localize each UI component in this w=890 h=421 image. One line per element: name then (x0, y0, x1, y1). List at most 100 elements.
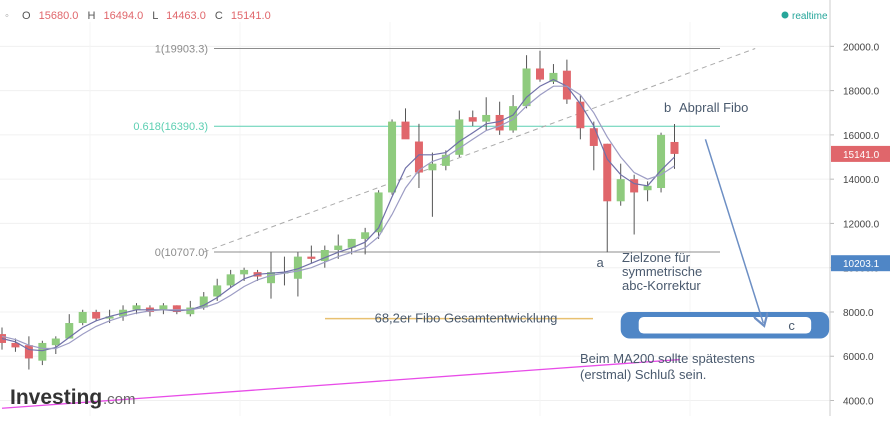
trend-line (203, 48, 756, 253)
candle-up (199, 292, 208, 310)
candle-up (549, 64, 558, 84)
candles[interactable] (0, 50, 679, 370)
candle-body (361, 232, 370, 239)
tick-label: 12000.0 (843, 219, 880, 230)
candle-body (509, 106, 518, 131)
open-value: 15680.0 (39, 10, 79, 22)
annotation-b-note: Abprall Fibo (679, 100, 748, 115)
candle-body (414, 141, 423, 173)
tick-label: 14000.0 (843, 175, 880, 186)
candle-body (441, 154, 450, 166)
logo-suffix: .com (103, 391, 136, 408)
last-price-badge-bg (831, 145, 890, 162)
candle-body (293, 256, 302, 279)
collapse-icon[interactable]: ◦ (5, 10, 9, 22)
tick-label: 18000.0 (843, 87, 880, 98)
candle-up (388, 119, 397, 195)
annotation-zone-2: symmetrische (622, 264, 702, 279)
candle-body (562, 70, 571, 100)
candle-body (468, 117, 477, 122)
candle-down (414, 123, 423, 189)
candle-body (132, 305, 141, 310)
candle-body (536, 68, 544, 80)
candle-down (92, 309, 101, 321)
tick-label: 6000.0 (843, 352, 874, 363)
candle-up (226, 269, 235, 288)
grid (0, 22, 830, 416)
candle-body (522, 68, 531, 107)
wave-label-a: a (596, 255, 604, 270)
candle-down (495, 101, 504, 135)
fib-extension-label: 68,2er Fibo Gesamtentwicklung (375, 311, 558, 326)
close-value: 15141.0 (231, 10, 271, 22)
candle-body (199, 296, 208, 308)
annotation-zone-1: Zielzone für (622, 250, 691, 265)
candle-up (522, 55, 531, 109)
tick-label: 20000.0 (843, 42, 880, 53)
candle-up (509, 95, 518, 133)
candle-body (11, 342, 20, 348)
candle-down (603, 143, 612, 253)
candle-body (213, 285, 222, 297)
candle-body (670, 141, 679, 154)
candle-body (24, 345, 33, 359)
candle-body (78, 311, 87, 324)
high-value: 16494.0 (103, 10, 143, 22)
candle-body (374, 192, 383, 233)
candle-body (186, 307, 195, 315)
candle-body (307, 256, 316, 259)
wave-label-b: b (664, 100, 671, 115)
price-axis: 4000.06000.08000.010000.012000.014000.01… (829, 0, 890, 416)
annotation-ma200-2: (erstmal) Schluß sein. (580, 367, 706, 382)
fib-level-label: 0(10707.0) (155, 247, 208, 259)
candle-body (455, 119, 464, 155)
candle-body (401, 121, 410, 140)
candle-up (616, 163, 625, 206)
tick-label: 16000.0 (843, 131, 880, 142)
candle-body (92, 311, 101, 319)
candle-body (495, 114, 504, 131)
candle-body (388, 121, 397, 193)
candle-body (428, 163, 437, 171)
candle-up (78, 309, 87, 326)
realtime-dot-icon (781, 11, 789, 19)
candle-body (38, 342, 47, 361)
candle-body (576, 101, 585, 129)
candle-body (334, 245, 343, 250)
candle-body (226, 274, 235, 286)
overlays: 1(19903.3) 0.618(16390.3) 0(10707.0) 68,2er… (1, 43, 756, 409)
candle-down (562, 59, 571, 104)
open-label: O (22, 10, 31, 22)
ma200-line (1, 358, 680, 409)
candle-body (65, 323, 74, 339)
candle-up (51, 336, 60, 355)
arrow-to-target (704, 139, 763, 323)
candle-down (589, 121, 598, 171)
candle-up (334, 234, 343, 259)
moving-averages (1, 78, 675, 352)
logo-brand: Investing (10, 386, 102, 409)
candle-body (643, 185, 652, 191)
candle-body (267, 272, 275, 284)
candle-down (307, 245, 316, 264)
target-price-badge-bg (831, 255, 890, 272)
candle-down (11, 338, 20, 352)
candle-body (603, 143, 612, 202)
moving-average-fast (1, 78, 675, 352)
investing-logo: Investing .com (10, 386, 136, 409)
candle-body (240, 269, 249, 275)
candle-up (320, 245, 329, 268)
high-label: H (87, 10, 95, 22)
close-label: C (215, 10, 223, 22)
candle-down (576, 95, 585, 140)
candle-up (159, 303, 168, 315)
candle-down (670, 123, 679, 169)
candle-body (320, 249, 329, 262)
candle-up (361, 227, 370, 255)
candle-down (24, 336, 33, 370)
moving-average-slow (1, 85, 675, 350)
candle-up (482, 97, 491, 131)
candle-up (455, 110, 464, 158)
